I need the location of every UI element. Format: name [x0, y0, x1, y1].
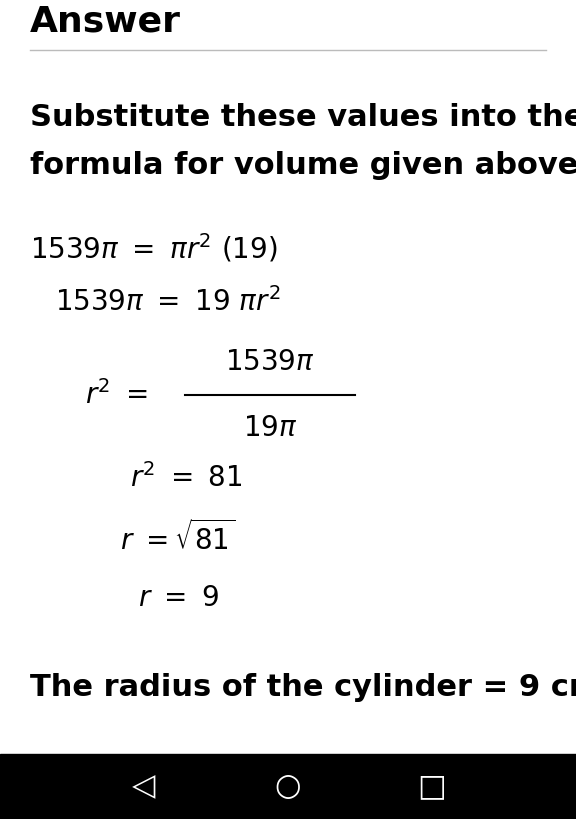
Text: $1539\pi$: $1539\pi$ [225, 348, 315, 376]
Text: $1539\pi \ = \ \pi r^2 \ (19)$: $1539\pi \ = \ \pi r^2 \ (19)$ [30, 232, 278, 265]
Text: $1539\pi \ = \ 19 \ \pi r^2$: $1539\pi \ = \ 19 \ \pi r^2$ [55, 287, 281, 317]
Text: ◁: ◁ [132, 772, 156, 801]
Text: formula for volume given above:: formula for volume given above: [30, 151, 576, 179]
Text: $r \ = \ 9$: $r \ = \ 9$ [138, 584, 219, 612]
Text: $r^2 \ =$: $r^2 \ =$ [85, 380, 147, 410]
Text: $r \ =\sqrt{81}$: $r \ =\sqrt{81}$ [120, 520, 235, 556]
Text: Answer: Answer [30, 4, 181, 38]
Bar [0, 754, 576, 819]
Text: $r^2 \ = \ 81$: $r^2 \ = \ 81$ [130, 463, 242, 493]
Text: The radius of the cylinder = 9 cm: The radius of the cylinder = 9 cm [30, 673, 576, 703]
Text: Substitute these values into the: Substitute these values into the [30, 103, 576, 133]
Text: $19\pi$: $19\pi$ [243, 414, 297, 442]
Text: ○: ○ [275, 772, 301, 801]
Text: □: □ [418, 772, 446, 801]
